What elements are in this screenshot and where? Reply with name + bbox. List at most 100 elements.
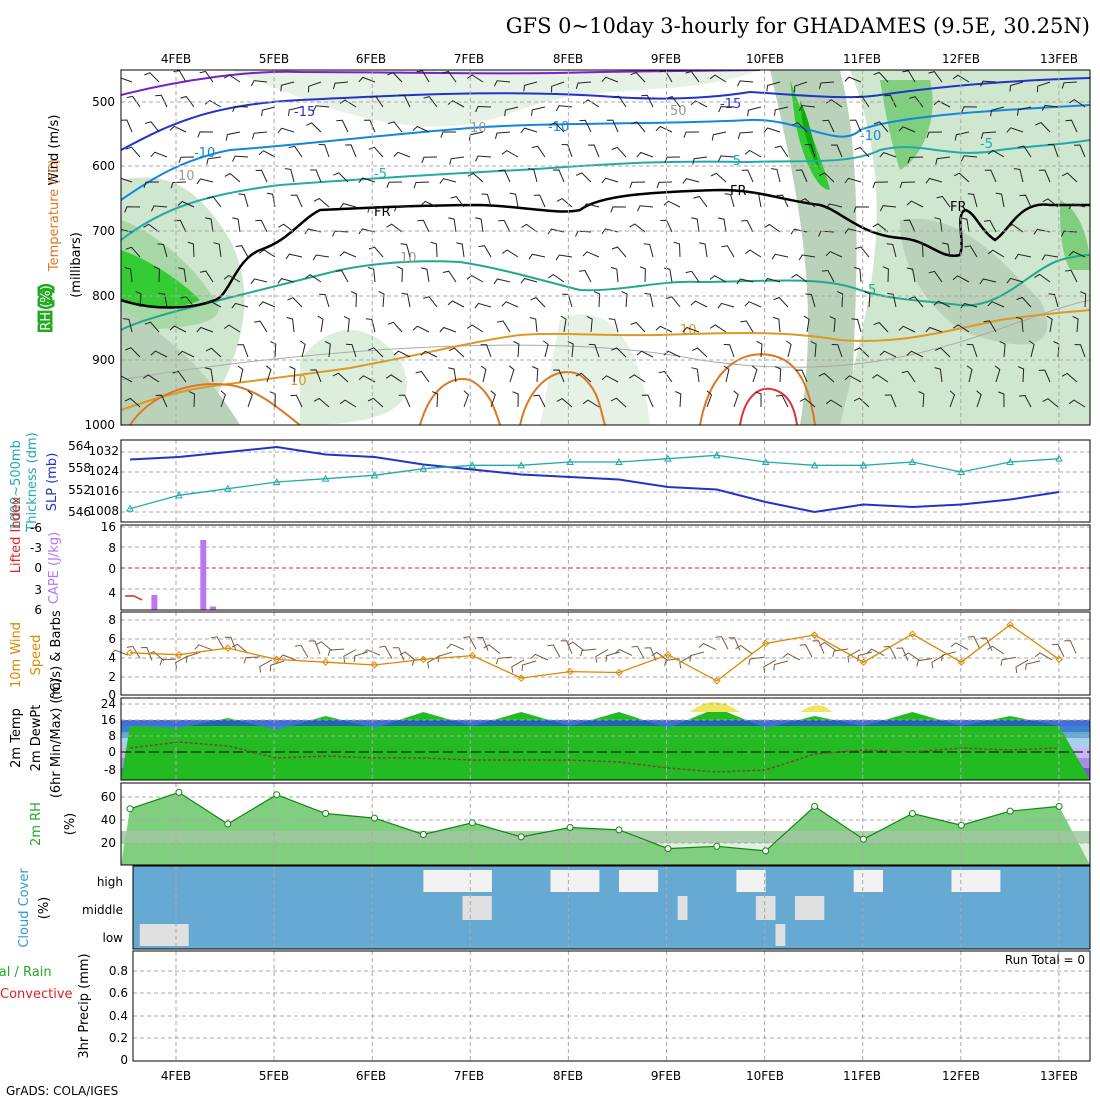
wind10m-barb [399, 651, 417, 662]
wind-barb [367, 267, 376, 283]
wind-barb [582, 399, 600, 408]
wind-barb [803, 315, 810, 333]
wind-barb [549, 122, 565, 133]
wind-barb [177, 350, 195, 358]
cape-tick: 16 [101, 520, 116, 534]
wind-barb [305, 274, 322, 283]
wind-barb [358, 76, 376, 83]
wind-barb [873, 121, 889, 133]
wind-barb [771, 253, 789, 260]
wind-barb [656, 181, 673, 189]
wind-barb [520, 127, 538, 134]
wind-barb [196, 178, 214, 185]
wind-barb [741, 219, 754, 233]
wind-barb [122, 318, 133, 333]
wind-barb [475, 155, 492, 162]
wind-barb [121, 119, 133, 133]
wind-barb [740, 320, 754, 333]
rh-point [1006, 807, 1014, 815]
wind-barb [906, 350, 924, 358]
wind10m-barb [763, 659, 777, 673]
rh-shading [121, 70, 1090, 425]
top-date-label-9: 13FEB [1040, 52, 1078, 66]
wind-barb [818, 81, 835, 89]
wind-barb [339, 251, 357, 258]
wind-barb [220, 390, 226, 408]
precip-grid [133, 951, 1090, 1061]
lifted-tick: -6 [30, 521, 42, 535]
wind-barb [872, 374, 889, 383]
wind-barb [643, 243, 654, 258]
top-date-label-5: 9FEB [651, 52, 681, 66]
wind-barb [711, 131, 727, 141]
wind10m-barb [567, 641, 585, 652]
wind-barb [933, 100, 951, 108]
rh-point [419, 831, 427, 838]
wind-barb [706, 390, 713, 408]
cape-bars [151, 540, 217, 610]
wind-barb [172, 370, 187, 383]
wind-barb [854, 246, 870, 258]
wind10m-barb [547, 644, 561, 658]
wind10m-barb [379, 645, 393, 659]
wind-speed-point [1055, 655, 1063, 664]
wind-barb [785, 340, 792, 358]
wind-barb [1046, 315, 1053, 333]
lifted-tick: 3 [34, 583, 42, 597]
wind-barb [721, 245, 735, 258]
wind-barb [792, 122, 808, 133]
cloud-axis-label-2: (%) [37, 897, 52, 920]
wind-barb [1006, 127, 1024, 133]
wind-barb [799, 397, 816, 408]
wind-barb [663, 267, 673, 283]
wind-barb [467, 172, 484, 183]
wind-barb [153, 266, 160, 283]
temp2m-axis-label-2: 2m DewPt [29, 705, 44, 772]
cape-lifted-panel: -6 -3 0 3 6 16 8 0 4 Lifted Index CAPE (… [9, 496, 1091, 617]
wind-barb [125, 146, 141, 158]
cloud-block-middle [795, 896, 825, 920]
wind-barb [548, 273, 565, 283]
wind-barb [655, 325, 673, 333]
wind-barb [258, 249, 276, 258]
cloud-tick-high: high [97, 875, 123, 889]
bottom-date-label-8: 12FEB [942, 1069, 980, 1083]
wind-barb [709, 324, 727, 333]
wind-barb [365, 318, 376, 333]
thickness-point [615, 457, 623, 465]
wind-barb [736, 278, 754, 285]
wind-barb [448, 347, 465, 358]
wind-barb [523, 81, 538, 92]
wind-barb [629, 374, 646, 383]
wind-barb [308, 81, 322, 93]
wind-barb [288, 106, 303, 116]
wind-barb [825, 399, 843, 408]
wind-barb [744, 301, 762, 308]
wind-barb [747, 106, 762, 117]
wind10m-barb [799, 644, 813, 658]
wind-barb [442, 70, 457, 83]
wind-barb [918, 391, 925, 408]
wind10m-barb [1051, 643, 1065, 658]
lifted-index-line [125, 595, 143, 601]
wind-barb [178, 156, 195, 163]
wind-barb [343, 315, 350, 333]
wind-barb [855, 95, 870, 108]
wind-speed-point [175, 650, 183, 659]
upper-grid [121, 70, 1090, 425]
wind10m-barb [530, 653, 549, 661]
wind-barb [844, 177, 862, 184]
wind-barb [691, 347, 708, 358]
wind-barb [398, 394, 411, 408]
contour-label: -15 [720, 97, 741, 112]
wind10m-barb [605, 651, 621, 662]
wind-barb [205, 347, 222, 358]
wind-barb [666, 96, 681, 108]
wind-barb [170, 181, 187, 189]
wind-barb [853, 347, 870, 358]
wind-barb [421, 156, 438, 164]
rh-point [713, 842, 721, 850]
wind-barb [448, 367, 457, 383]
wind-barb [798, 104, 816, 112]
thickness-series-markers [126, 451, 1063, 512]
